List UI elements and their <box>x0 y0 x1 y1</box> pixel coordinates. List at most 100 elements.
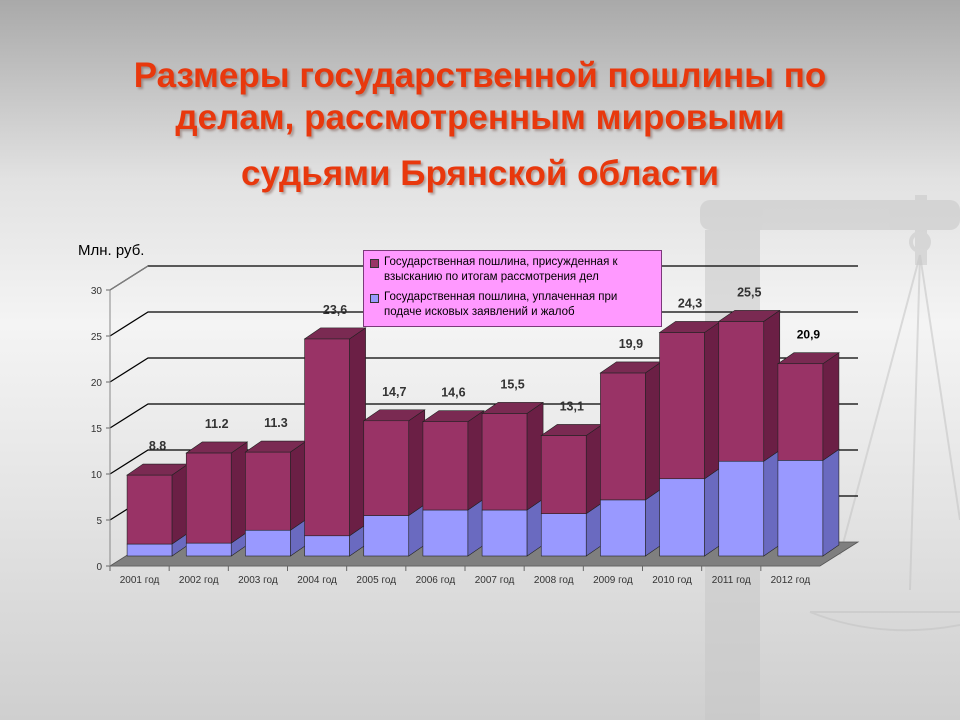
bar-segment-paid-side <box>704 467 721 557</box>
legend-item-paid: Государственная пошлина, уплаченная при … <box>370 290 655 320</box>
bar-segment-paid <box>422 509 469 557</box>
bar-segment-awarded <box>304 338 350 537</box>
bar-total-label: 25,5 <box>737 285 761 299</box>
bar-segment-awarded-side <box>408 409 426 517</box>
bar-top-face <box>481 402 545 414</box>
x-tick-label: 2005 год <box>356 575 396 586</box>
bar-segment-awarded-side <box>645 361 662 501</box>
legend-swatch-awarded <box>370 259 379 268</box>
y-tick-label: 30 <box>91 286 103 297</box>
bar-group-6: 14,6 <box>421 386 485 557</box>
gridline <box>109 357 858 383</box>
y-tick-label: 25 <box>91 332 103 343</box>
bar-total-label: 24,3 <box>678 296 702 310</box>
bar-segment-awarded-side <box>171 463 189 545</box>
bar-group-8: 13,1 <box>540 399 604 557</box>
legend-label-paid: Государственная пошлина, уплаченная при … <box>384 290 618 318</box>
bar-group-9: 19,9 <box>599 337 663 557</box>
y-tick-label: 20 <box>91 378 103 389</box>
bar-top-face <box>717 310 781 322</box>
y-axis-unit-label: Млн. руб. <box>78 242 145 259</box>
x-tick-label: 2007 год <box>475 575 515 586</box>
bar-total-label: 13,1 <box>560 399 584 413</box>
bar-group-11: 25,5 <box>717 285 781 557</box>
bar-segment-paid <box>718 460 765 557</box>
bar-segment-paid <box>185 542 232 557</box>
bar-segment-paid <box>245 529 291 557</box>
bar-segment-paid <box>481 509 528 557</box>
bar-segment-paid <box>659 478 705 557</box>
bar-top-face <box>421 410 485 422</box>
bar-segment-awarded-side <box>763 309 781 462</box>
x-tick-label: 2002 год <box>179 575 219 586</box>
bar-segment-awarded <box>777 363 824 461</box>
x-tick-label: 2001 год <box>120 575 160 586</box>
bar-group-1: 8.8 <box>126 439 190 557</box>
bar-top-face <box>303 327 367 340</box>
x-tick-label: 2008 год <box>534 575 574 586</box>
bar-group-2: 11.2 <box>185 417 249 557</box>
x-tick-label: 2010 год <box>652 575 692 586</box>
bar-segment-awarded <box>659 332 705 480</box>
y-tick-label: 0 <box>96 562 102 573</box>
bar-segment-paid <box>304 535 350 557</box>
bar-segment-awarded <box>540 435 587 514</box>
bar-group-3: 11.3 <box>244 416 308 557</box>
legend-label-awarded: Государственная пошлина, присужденная к … <box>384 256 618 283</box>
bar-segment-paid <box>600 499 646 557</box>
x-tick-label: 2012 год <box>771 575 811 586</box>
bar-segment-awarded-side <box>526 401 544 511</box>
bar-segment-awarded <box>422 421 469 511</box>
chart-legend: Государственная пошлина, присужденная к … <box>363 250 662 327</box>
y-tick-label: 15 <box>91 424 103 435</box>
bar-segment-paid <box>777 460 824 557</box>
bar-segment-paid-side <box>822 448 840 557</box>
bar-segment-paid-side <box>763 449 781 557</box>
bar-segment-awarded-side <box>349 327 366 537</box>
bar-total-label: 11.2 <box>205 417 229 431</box>
bar-segment-paid <box>540 513 587 557</box>
bar-total-label: 23,6 <box>323 303 347 317</box>
bar-segment-awarded <box>126 474 173 545</box>
bar-total-label: 19,9 <box>619 337 643 351</box>
slide-title: Размеры государственной пошлины по делам… <box>30 55 930 195</box>
bar-total-label: 14,7 <box>382 385 406 399</box>
bar-total-label: 14,6 <box>441 386 465 400</box>
bar-segment-awarded <box>718 321 765 462</box>
bar-group-4: 23,6 <box>303 303 367 557</box>
bar-segment-awarded-side <box>822 352 840 461</box>
bar-segment-paid <box>363 515 410 557</box>
bar-segment-awarded <box>600 372 646 501</box>
bar-group-12: 20,9 <box>776 328 840 557</box>
bar-top-face <box>362 409 426 422</box>
bar-segment-paid <box>126 543 173 557</box>
legend-item-awarded: Государственная пошлина, присужденная к … <box>370 255 655 285</box>
bar-total-label: 8.8 <box>149 439 166 453</box>
x-tick-label: 2006 год <box>416 575 456 586</box>
bar-segment-awarded-side <box>467 410 485 511</box>
bar-segment-awarded <box>481 413 528 511</box>
bar-group-5: 14,7 <box>362 385 426 557</box>
bar-segment-awarded-side <box>230 441 248 544</box>
title-line-3: судьями Брянской области <box>240 154 720 193</box>
side-wall-edge <box>109 265 149 291</box>
x-tick-label: 2003 год <box>238 575 278 586</box>
bar-total-label: 11.3 <box>264 416 288 430</box>
title-line-2: делам, рассмотренным мировыми <box>175 98 785 137</box>
bar-top-face <box>185 441 249 454</box>
x-tick-label: 2004 год <box>297 575 337 586</box>
bar-segment-awarded-side <box>290 440 307 531</box>
x-tick-label: 2009 год <box>593 575 633 586</box>
bar-segment-awarded <box>245 451 291 531</box>
bar-total-label: 20,9 <box>797 328 821 342</box>
x-tick-label: 2011 год <box>712 575 751 586</box>
bar-segment-awarded-side <box>585 423 603 515</box>
bar-segment-awarded-side <box>704 320 721 480</box>
y-tick-label: 10 <box>91 470 103 481</box>
bar-segment-awarded <box>185 452 232 544</box>
y-tick-label: 5 <box>96 516 102 527</box>
bar-segment-awarded <box>363 420 410 516</box>
title-line-1: Размеры государственной пошлины по <box>133 56 827 95</box>
bar-total-label: 15,5 <box>500 377 524 391</box>
